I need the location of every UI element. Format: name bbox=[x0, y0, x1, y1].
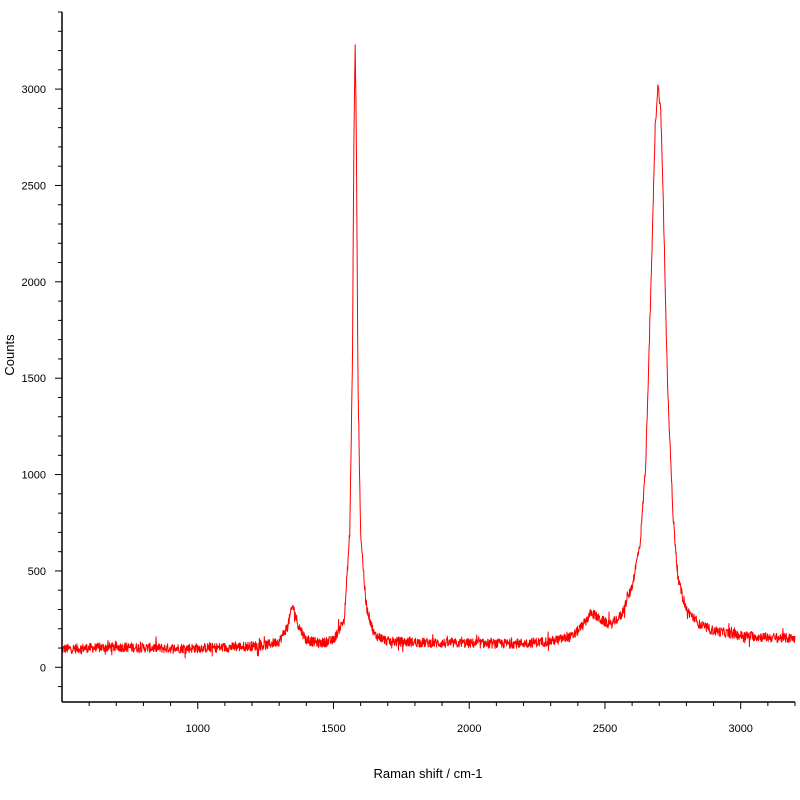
series-layer bbox=[61, 44, 796, 659]
x-axis-title: Raman shift / cm-1 bbox=[373, 766, 482, 781]
x-tick-label: 1000 bbox=[185, 723, 209, 735]
y-tick-label: 0 bbox=[40, 662, 46, 674]
y-tick-label: 1500 bbox=[22, 373, 46, 385]
x-tick-label: 2000 bbox=[457, 723, 481, 735]
y-tick-label: 2000 bbox=[22, 277, 46, 289]
axes-layer: 0 500 1000 1500 2000 2500 3000 1000 1500 2000 2500… bbox=[22, 11, 796, 735]
y-axis-title: Counts bbox=[2, 334, 17, 376]
x-tick-label: 1500 bbox=[321, 723, 345, 735]
y-tick-label: 2500 bbox=[22, 180, 46, 192]
y-tick-label: 500 bbox=[28, 566, 46, 578]
spectrum-line bbox=[61, 44, 796, 659]
x-tick-label: 2500 bbox=[593, 723, 617, 735]
y-tick-label: 3000 bbox=[22, 84, 46, 96]
x-tick-label: 3000 bbox=[728, 723, 752, 735]
y-tick-label: 1000 bbox=[22, 470, 46, 482]
